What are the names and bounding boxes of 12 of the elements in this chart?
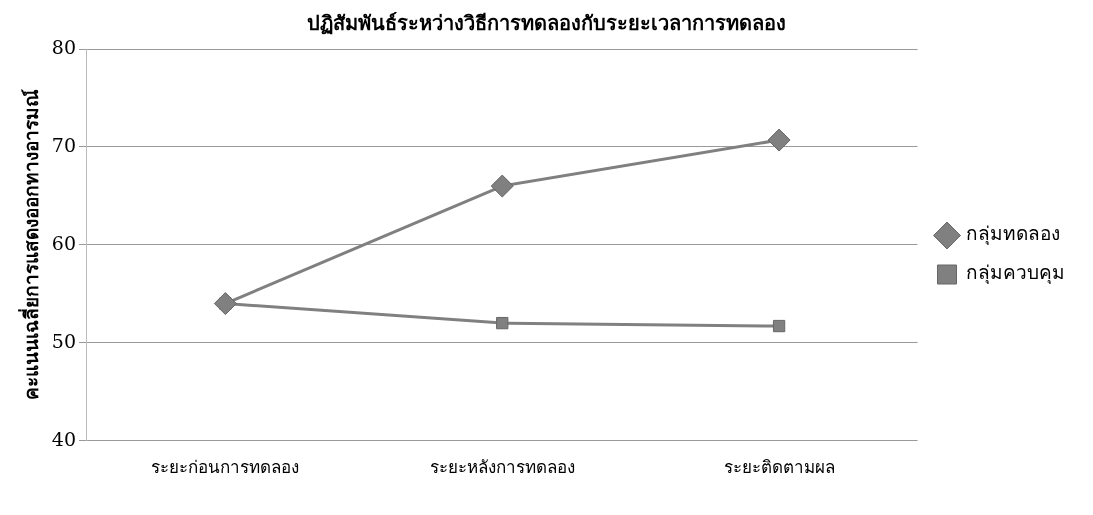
- y-tick-label: 40: [51, 427, 76, 450]
- y-tick-label: 70: [51, 133, 76, 156]
- x-tick-label: ระยะหลังการทดลอง: [429, 457, 575, 478]
- x-tick-label: ระยะติดตามผล: [723, 457, 835, 478]
- y-tick-label: 50: [51, 329, 76, 352]
- legend-label: กลุ่มควบคุม: [966, 261, 1065, 286]
- legend-label: กลุ่มทดลอง: [966, 222, 1060, 247]
- x-tick-label: ระยะก่อนการทดลอง: [151, 457, 300, 478]
- y-axis-title: คะแนนเฉลี่ยการแสดงออกทางอารมณ์: [18, 89, 43, 401]
- chart-title: ปฏิสัมพันธ์ระหว่างวิธีการทดลองกับระยะเวลาการทดลอง: [307, 11, 786, 36]
- y-tick-label: 80: [51, 35, 76, 58]
- y-tick-label: 60: [51, 231, 76, 254]
